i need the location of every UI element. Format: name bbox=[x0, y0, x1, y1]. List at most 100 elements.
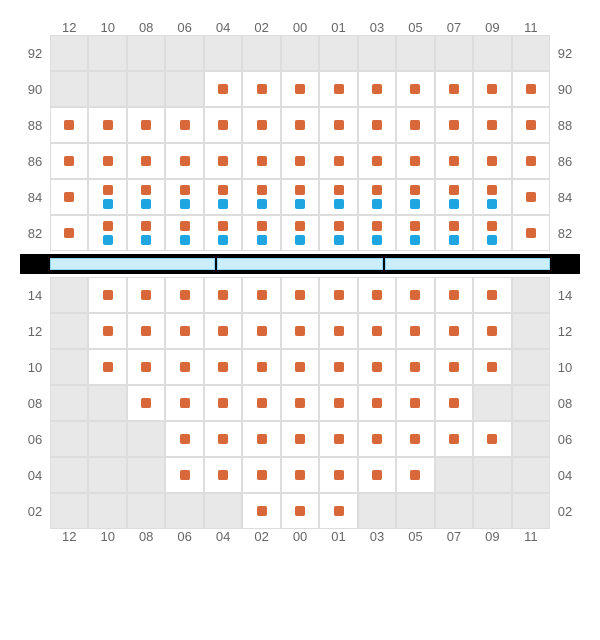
seat[interactable] bbox=[281, 277, 319, 313]
seat[interactable] bbox=[512, 179, 550, 215]
seat[interactable] bbox=[358, 179, 396, 215]
seat[interactable] bbox=[473, 143, 511, 179]
seat[interactable] bbox=[473, 179, 511, 215]
seat[interactable] bbox=[88, 349, 126, 385]
seat[interactable] bbox=[473, 421, 511, 457]
seat[interactable] bbox=[396, 349, 434, 385]
seat[interactable] bbox=[281, 349, 319, 385]
seat[interactable] bbox=[281, 143, 319, 179]
seat[interactable] bbox=[165, 107, 203, 143]
seat[interactable] bbox=[242, 349, 280, 385]
seat[interactable] bbox=[358, 71, 396, 107]
seat[interactable] bbox=[358, 107, 396, 143]
seat[interactable] bbox=[242, 493, 280, 529]
seat[interactable] bbox=[396, 179, 434, 215]
seat[interactable] bbox=[319, 457, 357, 493]
seat[interactable] bbox=[88, 313, 126, 349]
seat[interactable] bbox=[50, 179, 88, 215]
seat[interactable] bbox=[204, 71, 242, 107]
seat[interactable] bbox=[204, 179, 242, 215]
seat[interactable] bbox=[242, 107, 280, 143]
seat[interactable] bbox=[358, 385, 396, 421]
seat[interactable] bbox=[473, 71, 511, 107]
seat[interactable] bbox=[435, 71, 473, 107]
seat[interactable] bbox=[88, 179, 126, 215]
seat[interactable] bbox=[242, 71, 280, 107]
seat[interactable] bbox=[242, 385, 280, 421]
seat[interactable] bbox=[512, 215, 550, 251]
seat[interactable] bbox=[281, 179, 319, 215]
seat[interactable] bbox=[50, 215, 88, 251]
seat[interactable] bbox=[319, 493, 357, 529]
seat[interactable] bbox=[281, 313, 319, 349]
seat[interactable] bbox=[242, 457, 280, 493]
seat[interactable] bbox=[204, 107, 242, 143]
seat[interactable] bbox=[204, 277, 242, 313]
seat[interactable] bbox=[204, 313, 242, 349]
seat[interactable] bbox=[512, 143, 550, 179]
seat[interactable] bbox=[435, 277, 473, 313]
seat[interactable] bbox=[358, 277, 396, 313]
seat[interactable] bbox=[88, 143, 126, 179]
seat[interactable] bbox=[165, 179, 203, 215]
seat[interactable] bbox=[281, 107, 319, 143]
seat[interactable] bbox=[88, 215, 126, 251]
seat[interactable] bbox=[473, 349, 511, 385]
seat[interactable] bbox=[358, 215, 396, 251]
seat[interactable] bbox=[473, 107, 511, 143]
seat[interactable] bbox=[88, 277, 126, 313]
seat[interactable] bbox=[319, 277, 357, 313]
seat[interactable] bbox=[242, 313, 280, 349]
seat[interactable] bbox=[127, 215, 165, 251]
seat[interactable] bbox=[127, 349, 165, 385]
seat[interactable] bbox=[165, 143, 203, 179]
seat[interactable] bbox=[396, 277, 434, 313]
seat[interactable] bbox=[281, 385, 319, 421]
seat[interactable] bbox=[473, 313, 511, 349]
seat[interactable] bbox=[435, 107, 473, 143]
seat[interactable] bbox=[281, 215, 319, 251]
seat[interactable] bbox=[358, 457, 396, 493]
seat[interactable] bbox=[165, 457, 203, 493]
seat[interactable] bbox=[435, 385, 473, 421]
seat[interactable] bbox=[435, 179, 473, 215]
seat[interactable] bbox=[127, 179, 165, 215]
seat[interactable] bbox=[435, 215, 473, 251]
seat[interactable] bbox=[204, 143, 242, 179]
seat[interactable] bbox=[242, 421, 280, 457]
seat[interactable] bbox=[242, 179, 280, 215]
seat[interactable] bbox=[396, 71, 434, 107]
seat[interactable] bbox=[281, 71, 319, 107]
seat[interactable] bbox=[165, 385, 203, 421]
seat[interactable] bbox=[396, 385, 434, 421]
seat[interactable] bbox=[473, 215, 511, 251]
seat[interactable] bbox=[396, 457, 434, 493]
seat[interactable] bbox=[319, 349, 357, 385]
seat[interactable] bbox=[396, 313, 434, 349]
seat[interactable] bbox=[358, 421, 396, 457]
seat[interactable] bbox=[242, 215, 280, 251]
seat[interactable] bbox=[473, 277, 511, 313]
seat[interactable] bbox=[204, 215, 242, 251]
seat[interactable] bbox=[319, 421, 357, 457]
seat[interactable] bbox=[319, 385, 357, 421]
seat[interactable] bbox=[204, 457, 242, 493]
seat[interactable] bbox=[165, 215, 203, 251]
seat[interactable] bbox=[165, 421, 203, 457]
seat[interactable] bbox=[319, 313, 357, 349]
seat[interactable] bbox=[358, 313, 396, 349]
seat[interactable] bbox=[396, 107, 434, 143]
seat[interactable] bbox=[242, 277, 280, 313]
seat[interactable] bbox=[512, 71, 550, 107]
seat[interactable] bbox=[204, 385, 242, 421]
seat[interactable] bbox=[319, 179, 357, 215]
seat[interactable] bbox=[127, 143, 165, 179]
seat[interactable] bbox=[512, 107, 550, 143]
seat[interactable] bbox=[435, 313, 473, 349]
seat[interactable] bbox=[281, 493, 319, 529]
seat[interactable] bbox=[281, 421, 319, 457]
seat[interactable] bbox=[319, 71, 357, 107]
seat[interactable] bbox=[319, 143, 357, 179]
seat[interactable] bbox=[435, 143, 473, 179]
seat[interactable] bbox=[319, 107, 357, 143]
